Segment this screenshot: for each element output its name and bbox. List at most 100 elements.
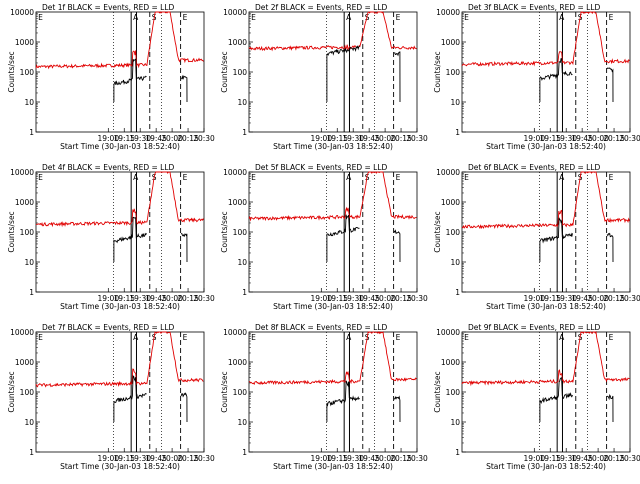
y-tick-label: 100 bbox=[20, 68, 35, 77]
attenuator-marker: A bbox=[346, 13, 352, 22]
panel-det8f: Det 8f BLACK = Events, RED = LLD 1 10 100 10… bbox=[220, 323, 428, 471]
panel-title: Det 7f BLACK = Events, RED = LLD bbox=[42, 323, 175, 332]
y-tick-label: 100 bbox=[446, 388, 461, 397]
x-tick-label: 20:15 bbox=[390, 134, 412, 143]
x-tick-label: 19:45 bbox=[571, 454, 593, 463]
x-tick-label: 19:00 bbox=[310, 134, 332, 143]
x-tick-label: 19:30 bbox=[129, 134, 151, 143]
plot-frame bbox=[248, 11, 418, 133]
events-series-line-2 bbox=[606, 394, 614, 423]
x-tick-label: 19:00 bbox=[97, 134, 119, 143]
x-axis-label: Start Time (30-Jan-03 18:52:40) bbox=[273, 302, 393, 311]
y-tick-label: 10000 bbox=[436, 8, 460, 17]
lld-series-line bbox=[461, 330, 630, 387]
events-series-line-2 bbox=[606, 67, 614, 103]
y-axis-label: Counts/sec bbox=[433, 371, 442, 412]
y-tick-label: 10000 bbox=[223, 8, 247, 17]
x-tick-label: 20:15 bbox=[390, 454, 412, 463]
x-tick-label: 19:00 bbox=[523, 294, 545, 303]
panel-det5f: Det 5f BLACK = Events, RED = LLD 1 10 100 10… bbox=[220, 163, 428, 311]
attenuator-marker: A bbox=[559, 13, 565, 22]
panel-det2f: Det 2f BLACK = Events, RED = LLD 1 10 100 10… bbox=[220, 3, 428, 151]
events-series-line-2 bbox=[180, 392, 188, 423]
panel-det4f: Det 4f BLACK = Events, RED = LLD 1 10 100 10… bbox=[7, 163, 215, 311]
x-tick-label: 19:00 bbox=[310, 454, 332, 463]
x-tick-label: 19:30 bbox=[129, 454, 151, 463]
lld-series-line bbox=[461, 11, 630, 68]
y-tick-label: 10 bbox=[450, 418, 460, 427]
x-tick-label: 20:00 bbox=[374, 134, 396, 143]
x-tick-label: 20:00 bbox=[587, 294, 609, 303]
saa-end-marker-2: E bbox=[183, 173, 188, 182]
y-axis-label: Counts/sec bbox=[7, 211, 16, 252]
events-series-line bbox=[539, 217, 573, 262]
plot-frame bbox=[35, 331, 205, 453]
y-tick-label: 100 bbox=[233, 388, 248, 397]
y-tick-label: 10000 bbox=[10, 328, 34, 337]
x-tick-label: 20:00 bbox=[374, 294, 396, 303]
y-tick-label: 10000 bbox=[223, 328, 247, 337]
x-tick-label: 19:15 bbox=[113, 454, 135, 463]
x-tick-label: 19:15 bbox=[326, 294, 348, 303]
panel-title: Det 3f BLACK = Events, RED = LLD bbox=[468, 3, 601, 12]
y-tick-label: 100 bbox=[446, 228, 461, 237]
events-series-line-2 bbox=[181, 74, 188, 103]
saa-end-marker-2: E bbox=[396, 13, 401, 22]
x-tick-label: 19:30 bbox=[342, 454, 364, 463]
saa-end-marker-2: E bbox=[396, 173, 401, 182]
saa-end-marker: E bbox=[38, 333, 43, 342]
x-tick-label: 19:45 bbox=[571, 294, 593, 303]
x-tick-label: 19:30 bbox=[342, 134, 364, 143]
y-tick-label: 1 bbox=[29, 128, 34, 137]
plot-frame bbox=[248, 171, 418, 293]
attenuator-marker: A bbox=[133, 333, 139, 342]
x-tick-label: 19:45 bbox=[145, 294, 167, 303]
x-axis-label: Start Time (30-Jan-03 18:52:40) bbox=[60, 302, 180, 311]
y-axis-label: Counts/sec bbox=[220, 51, 229, 92]
panel-title: Det 4f BLACK = Events, RED = LLD bbox=[42, 163, 175, 172]
saa-end-marker: E bbox=[464, 13, 469, 22]
y-axis-label: Counts/sec bbox=[433, 211, 442, 252]
saa-end-marker: E bbox=[464, 173, 469, 182]
y-tick-label: 1000 bbox=[15, 358, 34, 367]
y-tick-label: 1 bbox=[455, 448, 460, 457]
plot-frame bbox=[35, 11, 205, 133]
x-tick-label: 20:00 bbox=[161, 454, 183, 463]
x-tick-label: 19:30 bbox=[129, 294, 151, 303]
lld-series-line bbox=[35, 331, 204, 388]
x-tick-label: 20:30 bbox=[193, 134, 215, 143]
y-tick-label: 1000 bbox=[441, 358, 460, 367]
x-tick-label: 19:30 bbox=[342, 294, 364, 303]
y-tick-label: 100 bbox=[20, 228, 35, 237]
events-series-line bbox=[326, 214, 360, 262]
events-series-line-2 bbox=[393, 51, 401, 103]
lld-series-line bbox=[248, 171, 417, 222]
y-tick-label: 1 bbox=[455, 128, 460, 137]
panel-title: Det 5f BLACK = Events, RED = LLD bbox=[255, 163, 388, 172]
x-tick-label: 19:30 bbox=[555, 134, 577, 143]
y-tick-label: 100 bbox=[446, 68, 461, 77]
x-tick-label: 20:15 bbox=[177, 294, 199, 303]
x-tick-label: 19:00 bbox=[97, 294, 119, 303]
saa-end-marker: E bbox=[38, 173, 43, 182]
saa-end-marker-2: E bbox=[396, 333, 401, 342]
panel-title: Det 6f BLACK = Events, RED = LLD bbox=[468, 163, 601, 172]
x-tick-label: 20:30 bbox=[619, 134, 640, 143]
y-tick-label: 1000 bbox=[15, 38, 34, 47]
x-tick-label: 19:15 bbox=[113, 294, 135, 303]
x-tick-label: 20:15 bbox=[177, 454, 199, 463]
x-tick-label: 19:15 bbox=[113, 134, 135, 143]
x-tick-label: 19:15 bbox=[326, 454, 348, 463]
plot-frame bbox=[461, 331, 631, 453]
y-tick-label: 1000 bbox=[441, 38, 460, 47]
attenuator-marker: A bbox=[346, 173, 352, 182]
y-tick-label: 100 bbox=[20, 388, 35, 397]
y-tick-label: 10 bbox=[237, 418, 247, 427]
y-tick-label: 10000 bbox=[223, 168, 247, 177]
attenuator-marker: A bbox=[559, 173, 565, 182]
events-series-line bbox=[326, 380, 360, 422]
attenuator-marker: A bbox=[346, 333, 352, 342]
x-tick-label: 20:00 bbox=[161, 294, 183, 303]
